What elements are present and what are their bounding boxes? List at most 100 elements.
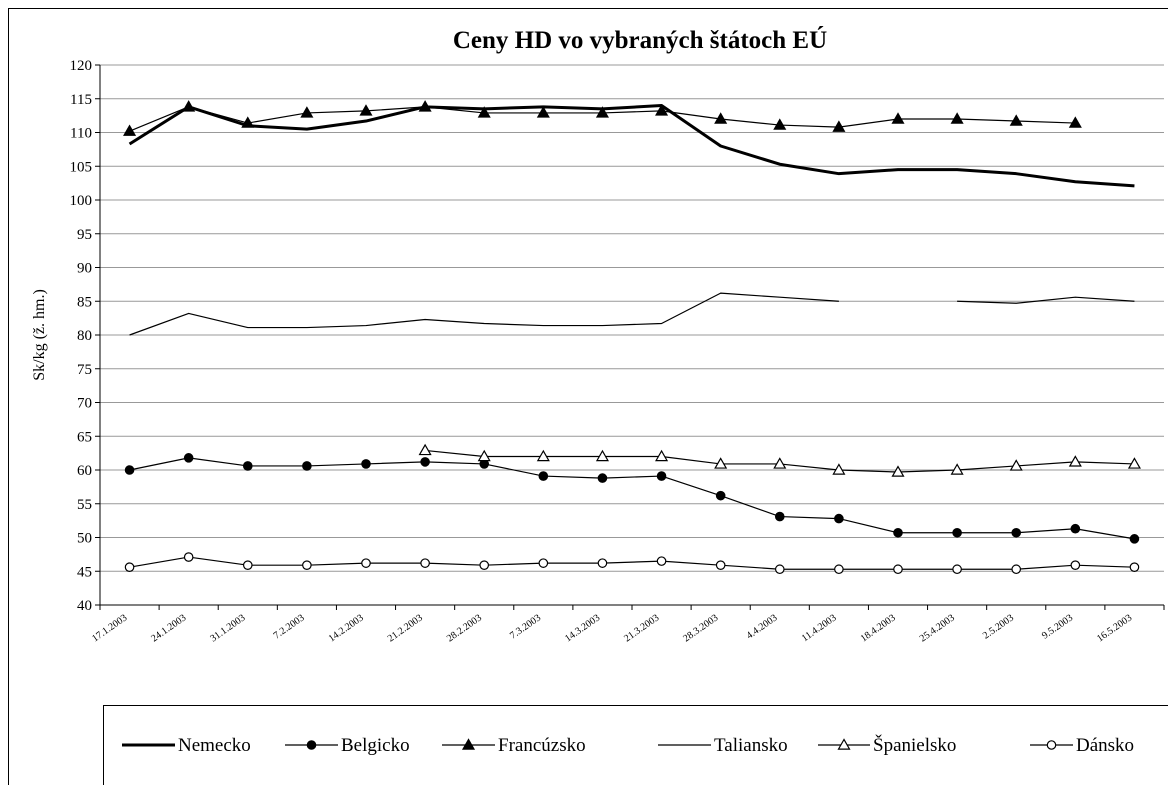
y-tick-label: 105 [70,159,93,175]
data-point [832,463,846,475]
data-point [302,461,312,471]
x-tick-label: 28.3.2003 [681,612,720,644]
data-point [834,513,844,524]
y-tick-label: 50 [77,531,92,547]
data-point [1011,527,1022,538]
y-tick-label: 40 [77,598,92,614]
data-point [418,443,432,456]
data-point [1011,564,1022,575]
data-point [1068,455,1082,467]
data-point [242,461,253,471]
x-tick-label: 31.1.2003 [208,612,247,644]
y-tick-label: 80 [77,328,92,344]
data-point [893,527,903,538]
data-point [950,112,964,124]
y-tick-label: 75 [77,362,92,378]
data-point [952,564,962,575]
data-point [300,106,314,118]
y-tick-label: 95 [77,227,92,243]
data-point [477,106,491,118]
data-point [124,465,135,475]
x-tick-label: 7.2.2003 [272,612,307,641]
legend-label: Taliansko [714,735,788,756]
data-point [420,457,430,467]
data-point [183,453,194,463]
data-point [774,564,785,575]
y-tick-label: 120 [70,58,93,74]
x-tick-label: 16.5.2003 [1095,612,1134,644]
x-tick-label: 4.4.2003 [745,612,780,641]
x-tick-label: 2.5.2003 [981,612,1016,641]
data-point [1009,114,1023,126]
x-tick-label: 14.3.2003 [563,612,602,644]
chart-title: Ceny HD vo vybraných štátoch EÚ [453,26,827,54]
data-point [832,120,846,132]
x-tick-label: 9.5.2003 [1040,612,1075,641]
y-tick-label: 55 [77,497,92,513]
data-point [595,106,609,118]
data-point [479,560,490,570]
data-point [538,558,549,568]
legend-marker [1046,740,1057,750]
data-point [1129,534,1140,544]
data-point [714,457,728,469]
data-point [124,562,135,572]
x-tick-label: 25.4.2003 [918,612,957,644]
data-point [536,106,550,118]
y-tick-label: 110 [70,126,92,142]
data-point [1129,562,1140,572]
y-axis-label: Sk/kg (ž. hm.) [31,289,48,381]
data-point [952,527,962,538]
y-tick-label: 115 [70,92,92,108]
data-point [1068,116,1082,128]
y-tick-label: 100 [70,193,93,209]
data-point [834,564,844,575]
legend-marker [837,738,851,750]
data-point [1009,459,1023,471]
data-point [715,560,726,570]
x-tick-label: 18.4.2003 [859,612,898,644]
data-point [950,463,964,475]
data-point [1127,457,1141,469]
y-tick-label: 90 [77,261,92,277]
data-point [1070,523,1081,534]
y-tick-label: 60 [77,463,92,479]
data-point [123,124,137,136]
data-point [715,490,726,501]
data-point [361,558,371,568]
data-point [477,449,491,462]
x-tick-label: 24.1.2003 [149,612,188,644]
data-point [773,118,787,130]
data-point [655,104,669,116]
y-tick-label: 70 [77,396,92,412]
data-point [418,100,432,112]
data-point [1070,560,1081,570]
x-tick-label: 14.2.2003 [327,612,366,644]
x-tick-label: 17.1.2003 [90,612,129,644]
y-tick-label: 65 [77,429,92,445]
y-tick-label: 45 [77,564,92,580]
legend-label: Francúzsko [498,735,586,756]
data-point [536,449,550,462]
x-tick-label: 21.2.2003 [386,612,425,644]
data-point [183,552,194,562]
data-point [359,104,373,116]
x-tick-label: 11.4.2003 [800,612,839,644]
legend-box [103,705,1168,785]
data-point [420,558,430,568]
data-point [302,560,312,570]
data-point [774,511,785,522]
legend-label: Dánsko [1076,735,1134,756]
data-point [241,116,255,128]
data-point [538,471,549,481]
data-point [891,465,905,477]
data-point [182,100,196,112]
data-point [773,457,787,469]
y-tick-label: 85 [77,294,92,310]
series-line [128,104,1135,188]
series-line [129,556,1135,570]
legend-marker [461,738,476,750]
x-tick-label: 28.2.2003 [445,612,484,644]
data-point [595,449,609,462]
